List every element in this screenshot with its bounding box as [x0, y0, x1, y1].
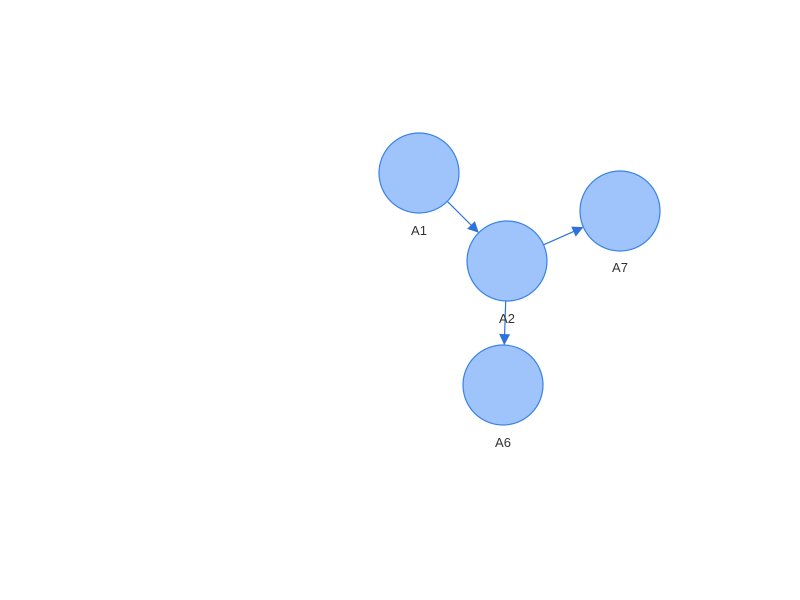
node-a7-label: A7: [612, 260, 628, 275]
edge-a2-to-a6: [499, 300, 511, 346]
nodes-layer: A1 A2 A7 A6: [378, 132, 661, 450]
edges-layer: [446, 200, 584, 346]
node-a6[interactable]: A6: [462, 344, 544, 450]
node-a1-label: A1: [411, 223, 427, 238]
edge-a2-to-a7: [543, 226, 584, 246]
node-a6-label: A6: [495, 435, 511, 450]
node-a2-label: A2: [499, 311, 515, 326]
node-a1-circle[interactable]: [378, 132, 460, 214]
node-a2[interactable]: A2: [466, 220, 548, 326]
node-a7-circle[interactable]: [579, 170, 661, 252]
node-a1[interactable]: A1: [378, 132, 460, 238]
node-a2-circle[interactable]: [466, 220, 548, 302]
node-a7[interactable]: A7: [579, 170, 661, 275]
node-a6-circle[interactable]: [462, 344, 544, 426]
edge-a1-to-a2: [446, 200, 479, 233]
